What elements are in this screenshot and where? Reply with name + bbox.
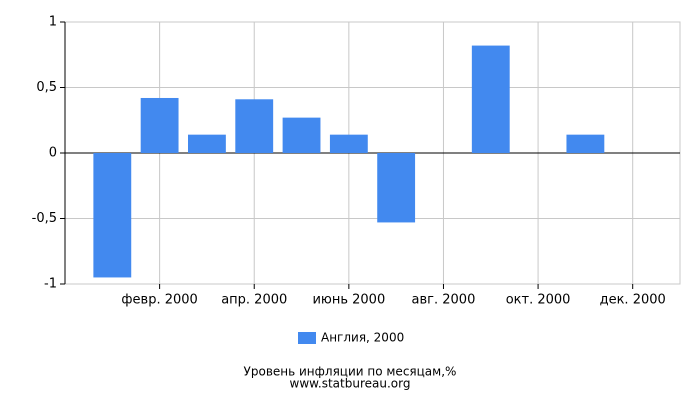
y-tick-label: -0,5 xyxy=(32,211,57,226)
bar xyxy=(93,153,132,278)
legend-label: Англия, 2000 xyxy=(321,331,404,345)
x-tick-label: апр. 2000 xyxy=(221,293,287,308)
bar xyxy=(471,45,510,153)
x-tick-label: окт. 2000 xyxy=(506,293,571,308)
x-tick-label: авг. 2000 xyxy=(412,293,476,308)
bar xyxy=(566,134,605,153)
y-tick-label: 1 xyxy=(49,15,57,30)
bar xyxy=(235,99,274,153)
x-tick-label: февр. 2000 xyxy=(121,293,197,308)
y-tick-label: 0 xyxy=(49,146,57,161)
y-tick-label: 0,5 xyxy=(36,80,57,95)
chart-title: Уровень инфляции по месяцам,% xyxy=(244,365,457,379)
x-tick-label: июнь 2000 xyxy=(312,293,385,308)
bar xyxy=(377,153,416,223)
bar xyxy=(140,97,179,153)
bar xyxy=(282,117,321,153)
x-tick-label: дек. 2000 xyxy=(600,293,666,308)
chart-subtitle: www.statbureau.org xyxy=(290,377,411,391)
bar xyxy=(329,134,368,153)
legend-swatch xyxy=(298,332,316,344)
y-tick-label: -1 xyxy=(44,277,57,292)
bar xyxy=(188,134,226,153)
